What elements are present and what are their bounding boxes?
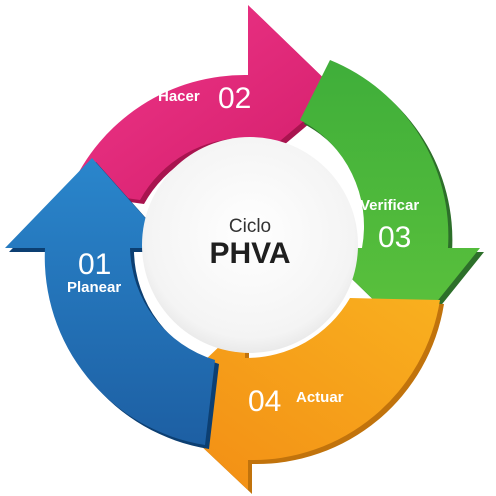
step-label-actuar: Actuar	[296, 389, 344, 406]
arrow-hacer	[70, 5, 342, 204]
step-label-hacer: Hacer	[158, 88, 200, 105]
arrow-planear	[5, 158, 219, 449]
step-number-04: 04	[248, 385, 281, 418]
step-label-planear: Planear	[67, 279, 121, 296]
step-number-01: 01	[78, 248, 111, 281]
center-title-small: Ciclo	[229, 216, 271, 237]
center-circle	[142, 137, 358, 353]
step-number-02: 02	[218, 82, 251, 115]
center-title-big: PHVA	[209, 237, 290, 270]
step-label-verificar: Verificar	[360, 197, 419, 214]
step-number-03: 03	[378, 221, 411, 254]
